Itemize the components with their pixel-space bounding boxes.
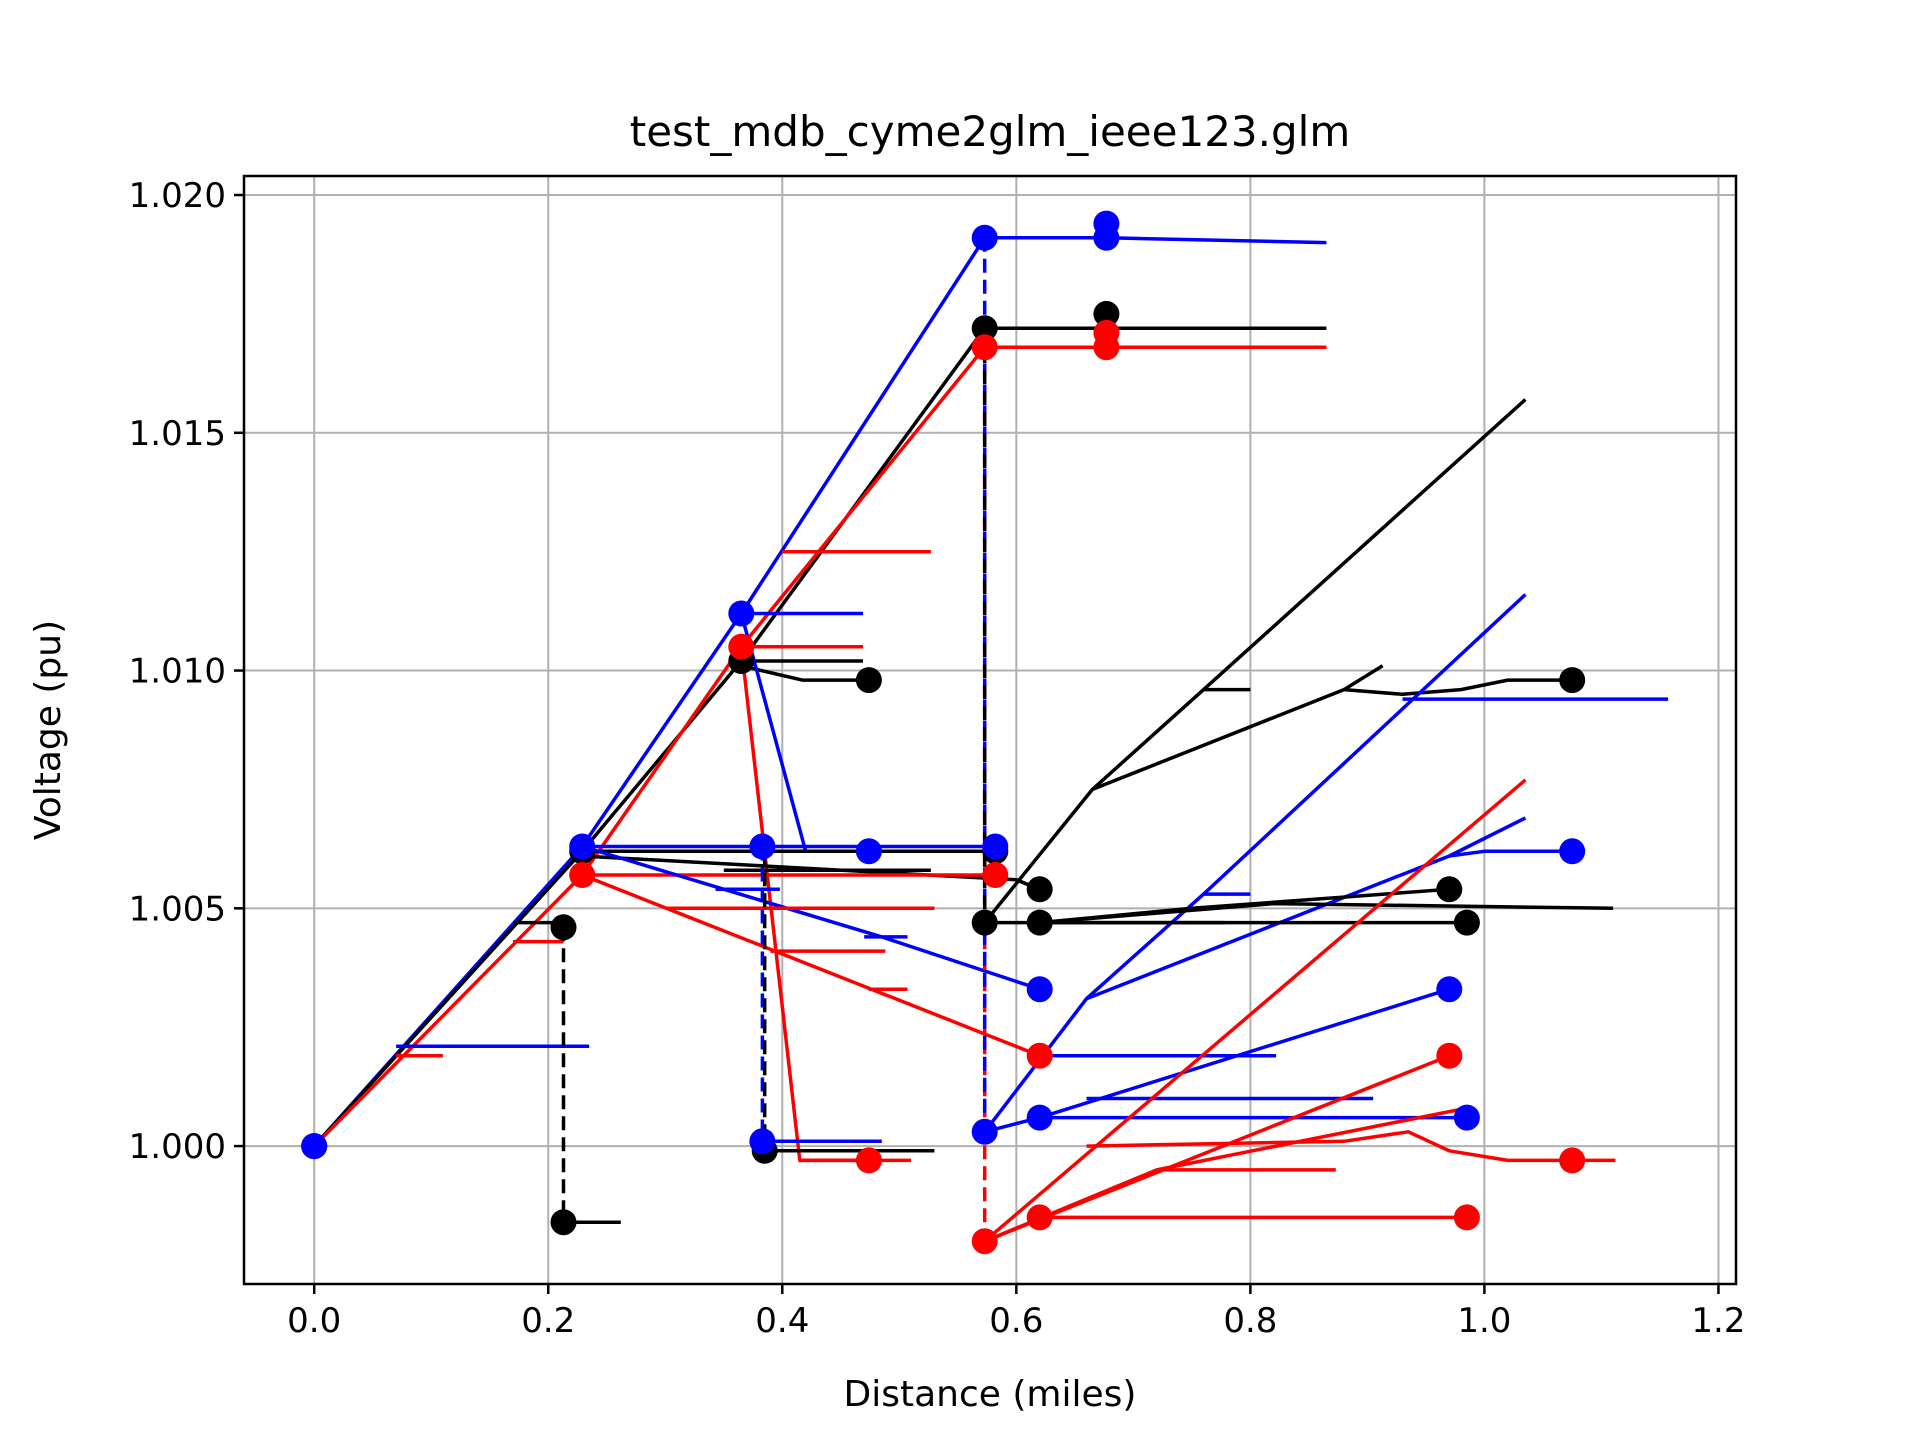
x-tick-label: 0.0: [287, 1301, 341, 1341]
data-point: [855, 667, 882, 694]
y-tick-label: 1.010: [129, 652, 226, 692]
data-point: [749, 833, 776, 860]
plot-frame: [242, 174, 1738, 1286]
data-point: [971, 224, 998, 251]
grid-lines: [244, 176, 1736, 1284]
series-line: [1449, 849, 1573, 858]
data-point: [982, 833, 1009, 860]
data-point: [1559, 667, 1586, 694]
data-point: [569, 833, 596, 860]
data-point: [728, 600, 755, 627]
y-axis: 1.000 1.005 1.010 1.015 1.020: [129, 176, 244, 1167]
data-point: [1093, 224, 1120, 251]
x-axis: 0.0 0.2 0.4 0.6 0.8 1.0 1.2: [287, 1284, 1745, 1341]
data-point: [1436, 976, 1463, 1003]
data-point: [971, 334, 998, 361]
data-point: [1026, 909, 1053, 936]
data-point: [550, 914, 577, 941]
data-point: [855, 838, 882, 865]
chart-title: test_mdb_cyme2glm_ieee123.glm: [630, 107, 1351, 156]
data-point: [1026, 876, 1053, 903]
data-point: [1026, 1042, 1053, 1069]
series-line: [1086, 1130, 1616, 1163]
x-tick-label: 1.2: [1691, 1301, 1745, 1341]
series-line: [740, 664, 869, 682]
x-tick-label: 0.6: [989, 1301, 1043, 1341]
data-point: [1436, 876, 1463, 903]
x-tick-label: 0.8: [1223, 1301, 1277, 1341]
series-line: [581, 873, 1041, 1058]
data-point: [1026, 1104, 1053, 1131]
data-point: [1453, 909, 1480, 936]
data-point: [1559, 1147, 1586, 1174]
data-point: [749, 1128, 776, 1155]
data-point: [569, 862, 596, 888]
data-point: [982, 862, 1009, 888]
x-tick-label: 0.4: [755, 1301, 809, 1341]
data-point: [550, 1209, 577, 1236]
data-point: [971, 1228, 998, 1255]
y-tick-label: 1.020: [129, 176, 226, 216]
x-tick-label: 1.0: [1457, 1301, 1511, 1341]
y-tick-label: 1.005: [129, 889, 226, 929]
y-tick-label: 1.000: [129, 1127, 226, 1167]
y-tick-label: 1.015: [129, 414, 226, 454]
data-point: [1436, 1042, 1463, 1069]
data-point: [301, 1133, 328, 1160]
series-lines: [312, 236, 1669, 1243]
data-point: [971, 909, 998, 936]
data-point: [971, 1118, 998, 1145]
data-point: [1093, 300, 1120, 327]
data-point: [1026, 1204, 1053, 1231]
data-point: [1453, 1204, 1480, 1231]
series-line: [983, 398, 1527, 924]
data-point: [1093, 334, 1120, 361]
data-point: [855, 1147, 882, 1174]
series-line: [312, 346, 987, 1148]
series-markers: [301, 210, 1586, 1255]
series-line: [1039, 887, 1450, 925]
data-point: [971, 315, 998, 342]
x-axis-label: Distance (miles): [844, 1374, 1137, 1415]
data-point: [1453, 1104, 1480, 1131]
data-point: [728, 633, 755, 660]
x-tick-label: 0.2: [521, 1301, 575, 1341]
data-point: [1559, 838, 1586, 865]
series-line: [1343, 678, 1573, 697]
y-axis-label: Voltage (pu): [28, 620, 69, 840]
data-point: [1026, 976, 1053, 1003]
series-line: [983, 778, 1527, 1243]
